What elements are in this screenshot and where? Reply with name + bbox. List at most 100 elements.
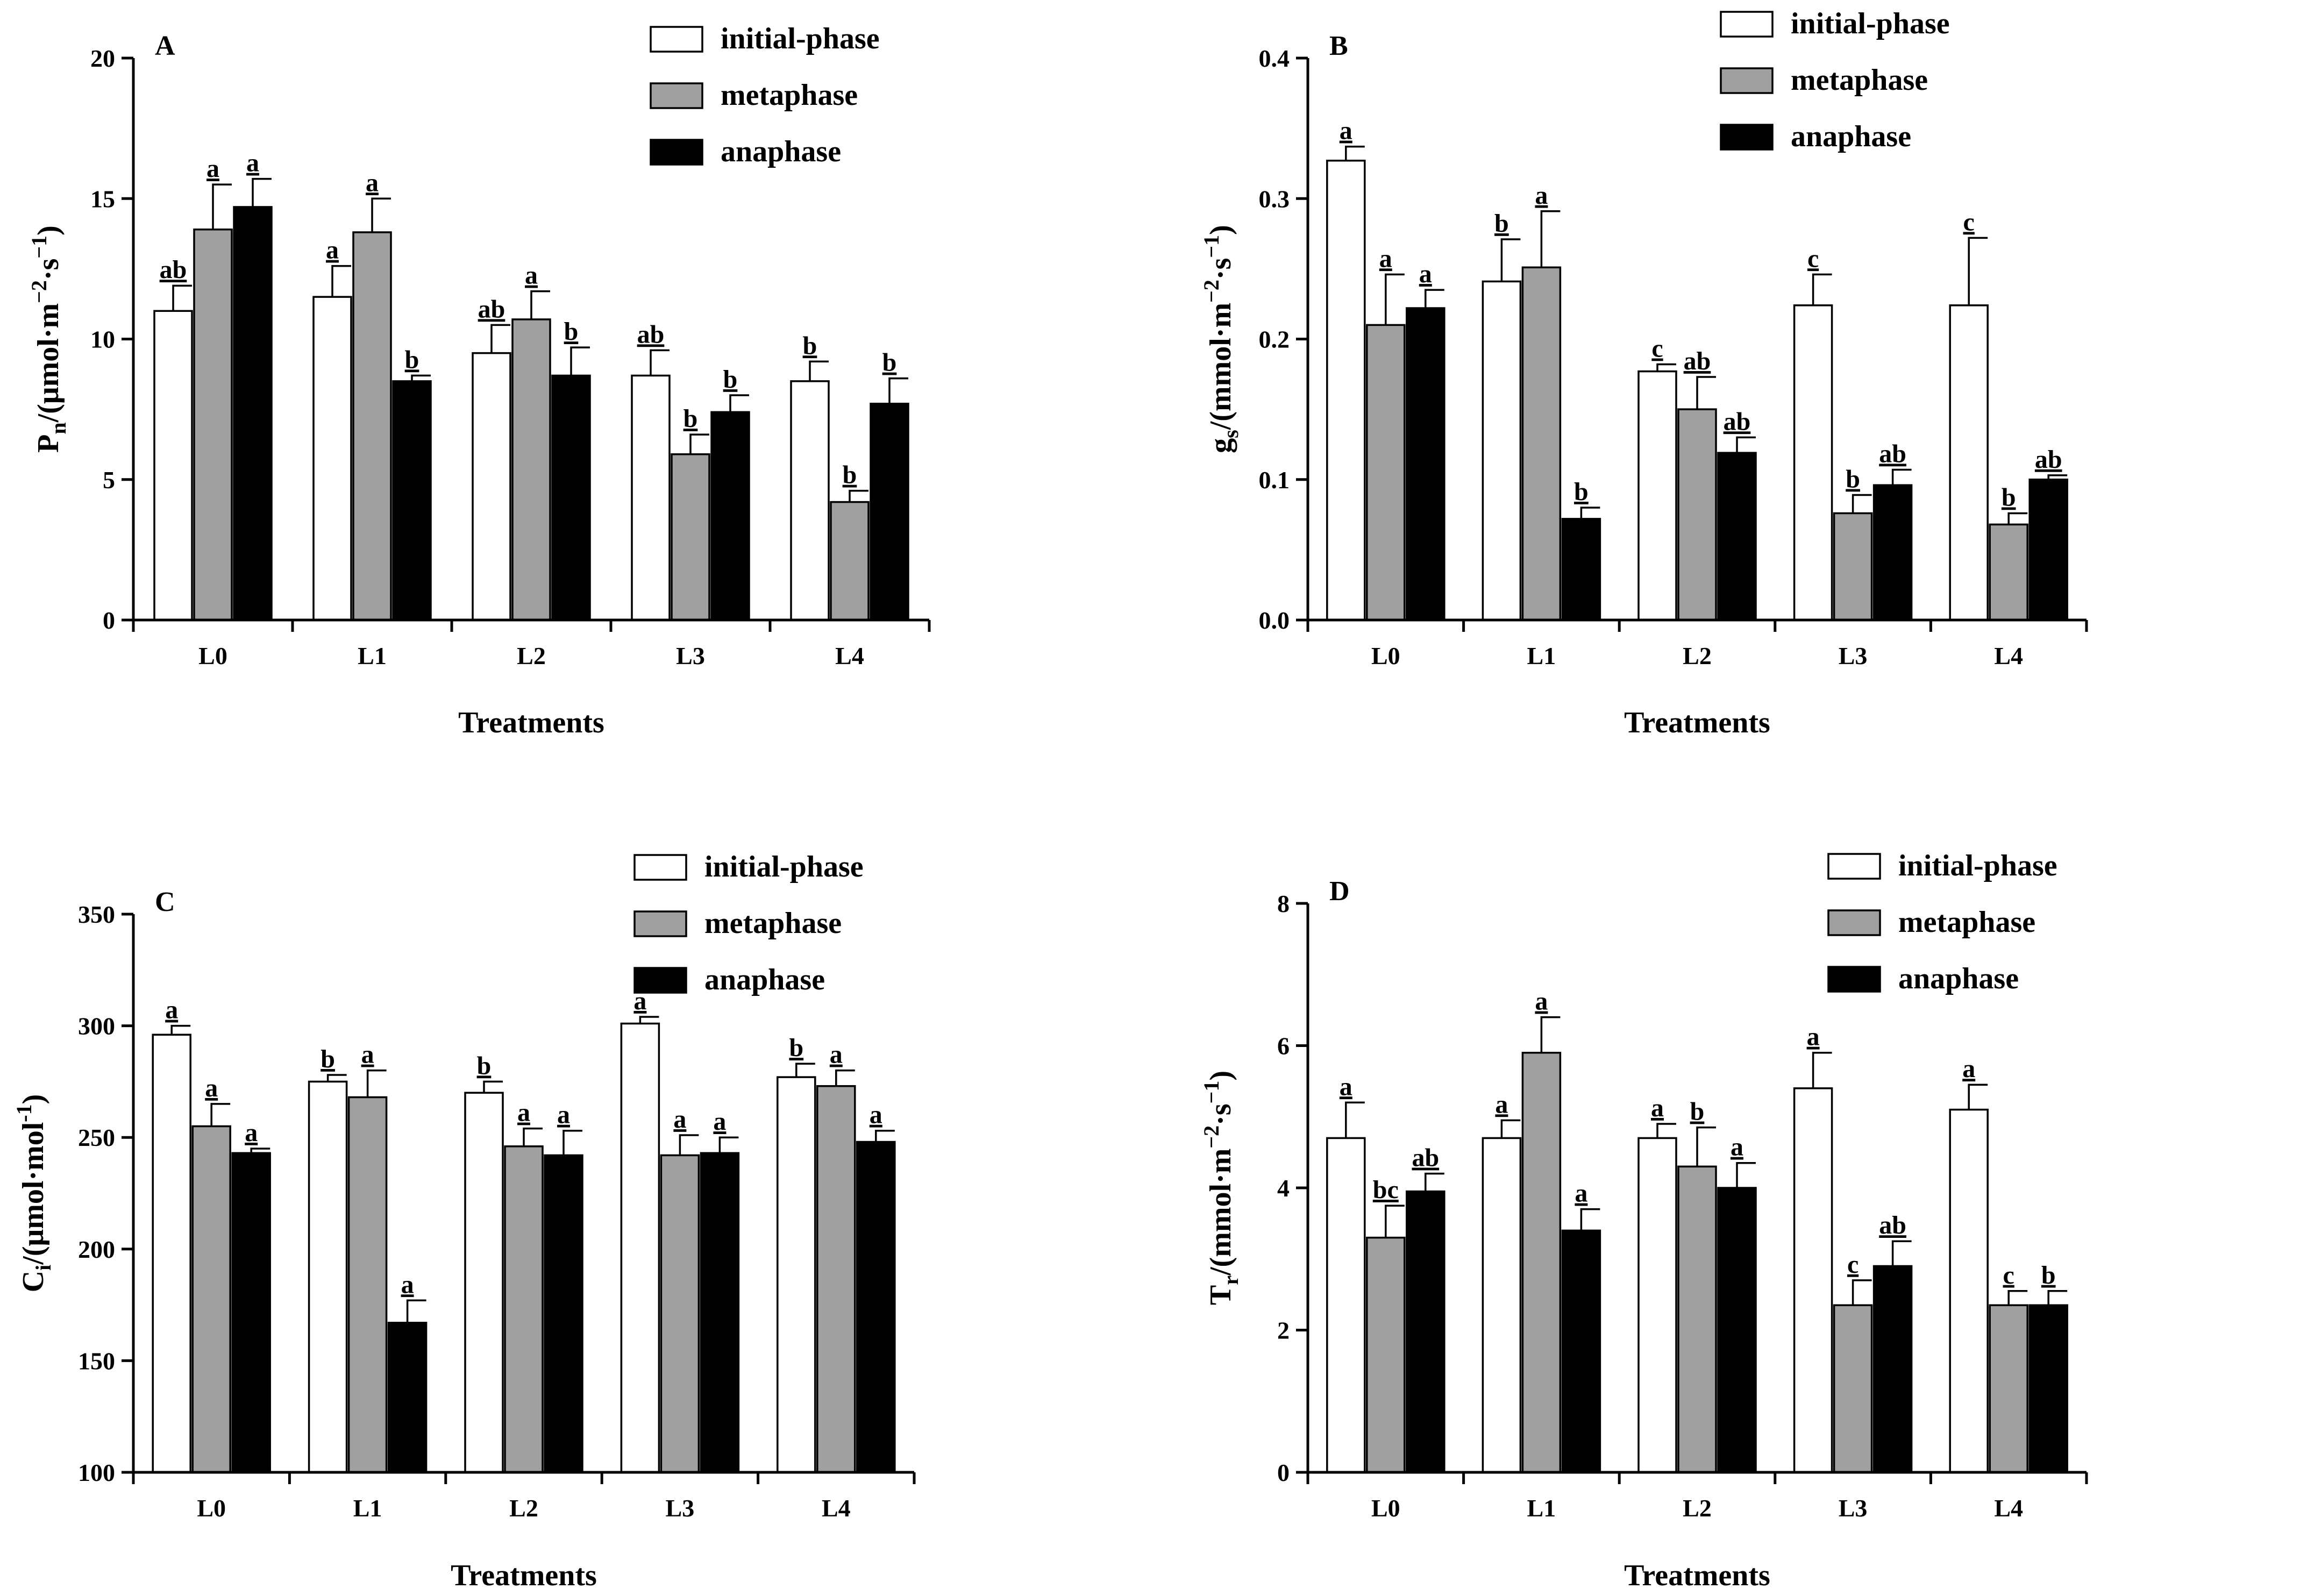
error-bar xyxy=(1580,507,1600,519)
significance-letter: b xyxy=(789,1034,803,1062)
x-tick-label: L0 xyxy=(197,1494,226,1522)
legend-swatch-anaphase xyxy=(1827,966,1881,993)
significance-letter: ab xyxy=(1724,407,1751,436)
error-bar xyxy=(331,265,351,297)
legend-label-anaphase: anaphase xyxy=(721,135,841,168)
significance-letter: a xyxy=(830,1041,843,1069)
bar-a-anaphase-l3 xyxy=(710,411,750,621)
x-tick-label: L4 xyxy=(1994,1494,2023,1522)
error-bar xyxy=(371,197,391,232)
y-tick-label: 250 xyxy=(78,1124,115,1151)
x-tick-label: L2 xyxy=(1683,642,1712,669)
error-bar xyxy=(1696,376,1716,410)
error-bar xyxy=(1540,210,1561,268)
bar-c-anaphase-l4 xyxy=(856,1141,896,1473)
bar-d-initial-phase-l0 xyxy=(1326,1137,1366,1473)
significance-letter: b xyxy=(723,365,738,394)
panel-letter: C xyxy=(155,887,175,917)
bar-b-anaphase-l2 xyxy=(1717,452,1757,621)
significance-letter: b xyxy=(803,331,817,360)
error-bar xyxy=(570,346,590,376)
legend: initial-phase metaphase anaphase xyxy=(650,22,880,168)
error-bar xyxy=(1385,273,1405,325)
significance-letter: a xyxy=(1535,181,1548,210)
error-bar xyxy=(210,1103,231,1127)
bar-d-initial-phase-l4 xyxy=(1949,1108,1989,1473)
significance-letter: a xyxy=(1419,260,1432,288)
bar-b-metaphase-l0 xyxy=(1366,324,1406,621)
bar-b-anaphase-l1 xyxy=(1561,518,1601,621)
bar-d-initial-phase-l2 xyxy=(1637,1137,1677,1473)
bar-a-anaphase-l0 xyxy=(233,206,273,621)
significance-letter: ab xyxy=(1412,1144,1439,1172)
bar-c-metaphase-l4 xyxy=(816,1085,856,1473)
error-bar xyxy=(1345,1101,1365,1138)
legend-swatch-metaphase xyxy=(1827,909,1881,936)
significance-letter: a xyxy=(1651,1094,1664,1122)
error-bar xyxy=(250,1148,270,1153)
legend-label-initial-phase: initial-phase xyxy=(721,22,880,55)
x-tick-label: L4 xyxy=(1994,642,2023,669)
error-bar xyxy=(809,360,829,381)
significance-letter: a xyxy=(165,996,178,1024)
legend-label-anaphase: anaphase xyxy=(704,963,825,996)
y-tick-label: 0.1 xyxy=(1259,466,1290,494)
significance-letter: a xyxy=(1495,1090,1508,1118)
panel-letter: B xyxy=(1329,31,1348,61)
error-bar xyxy=(1656,1123,1676,1138)
error-bar xyxy=(1812,1051,1832,1088)
y-tick-label: 15 xyxy=(90,185,115,212)
y-axis-title: Ci/(μmol·mol-1) xyxy=(12,1094,55,1293)
y-tick-label: 4 xyxy=(1277,1174,1290,1202)
significance-letter: a xyxy=(1962,1054,1975,1083)
bar-d-metaphase-l4 xyxy=(1989,1304,2028,1473)
bar-a-anaphase-l1 xyxy=(392,380,432,621)
legend-label-metaphase: metaphase xyxy=(1791,63,1928,97)
error-bar xyxy=(1500,238,1521,282)
significance-letter: ab xyxy=(1684,347,1711,375)
bar-a-initial-phase-l0 xyxy=(153,310,193,621)
x-tick-label: L3 xyxy=(1839,642,1868,669)
x-tick-label: L4 xyxy=(835,642,864,669)
x-axis-title: Treatments xyxy=(451,1559,597,1592)
error-bar xyxy=(2007,512,2028,525)
significance-letter: b xyxy=(321,1045,335,1073)
significance-letter: a xyxy=(206,154,219,183)
significance-letter: a xyxy=(557,1101,570,1129)
error-bar xyxy=(729,394,749,412)
bar-d-anaphase-l1 xyxy=(1561,1229,1601,1473)
bar-d-metaphase-l1 xyxy=(1521,1051,1562,1473)
bar-a-initial-phase-l4 xyxy=(790,380,830,621)
error-bar xyxy=(483,1080,503,1093)
error-bar xyxy=(2047,1290,2068,1306)
significance-letter: bc xyxy=(1373,1175,1399,1204)
bar-a-initial-phase-l1 xyxy=(312,296,352,621)
significance-letter: a xyxy=(1535,987,1548,1016)
y-tick-label: 200 xyxy=(78,1236,115,1263)
error-bar xyxy=(1852,1279,1872,1306)
significance-letter: ab xyxy=(1879,1211,1906,1239)
bar-c-anaphase-l1 xyxy=(387,1322,428,1473)
error-bar xyxy=(639,1016,659,1024)
y-tick-label: 0.0 xyxy=(1259,607,1290,634)
y-axis-title: gs/(mmol·m−2·s−1) xyxy=(1199,225,1243,453)
bar-a-anaphase-l2 xyxy=(551,374,591,621)
x-tick-label: L3 xyxy=(1839,1494,1868,1522)
error-bar xyxy=(1968,1084,1988,1110)
significance-letter: a xyxy=(1340,1072,1352,1101)
significance-letter: ab xyxy=(478,295,505,323)
y-tick-label: 8 xyxy=(1277,890,1290,917)
error-bar xyxy=(1852,494,1872,514)
significance-letter: a xyxy=(366,168,379,197)
bar-b-initial-phase-l3 xyxy=(1793,304,1833,621)
x-tick-label: L0 xyxy=(198,642,227,669)
y-tick-label: 350 xyxy=(78,901,115,928)
error-bar xyxy=(1425,289,1444,309)
legend-label-metaphase: metaphase xyxy=(721,79,858,112)
error-bar xyxy=(1891,468,1912,486)
bar-b-anaphase-l3 xyxy=(1872,484,1913,621)
bar-d-initial-phase-l1 xyxy=(1482,1137,1522,1473)
error-bar xyxy=(1736,436,1756,453)
